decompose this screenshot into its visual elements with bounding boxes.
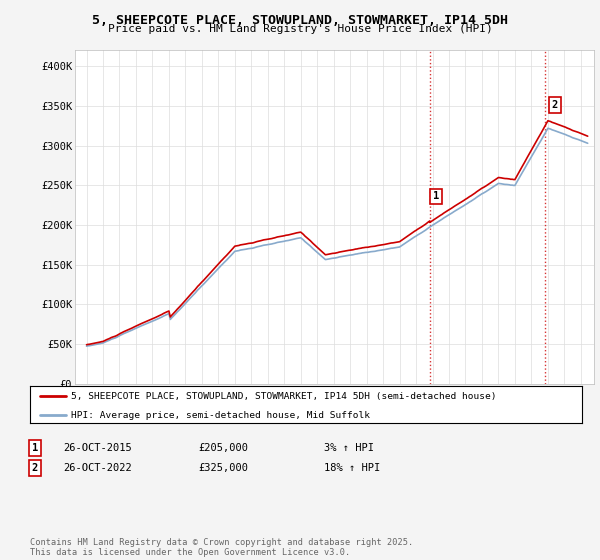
Text: 18% ↑ HPI: 18% ↑ HPI bbox=[324, 463, 380, 473]
Text: 1: 1 bbox=[433, 191, 439, 201]
Text: 26-OCT-2022: 26-OCT-2022 bbox=[63, 463, 132, 473]
Text: 5, SHEEPCOTE PLACE, STOWUPLAND, STOWMARKET, IP14 5DH (semi-detached house): 5, SHEEPCOTE PLACE, STOWUPLAND, STOWMARK… bbox=[71, 392, 497, 401]
Text: 2: 2 bbox=[32, 463, 38, 473]
Text: Contains HM Land Registry data © Crown copyright and database right 2025.
This d: Contains HM Land Registry data © Crown c… bbox=[30, 538, 413, 557]
Text: £325,000: £325,000 bbox=[198, 463, 248, 473]
Text: 26-OCT-2015: 26-OCT-2015 bbox=[63, 443, 132, 453]
Text: 2: 2 bbox=[551, 100, 558, 110]
Text: Price paid vs. HM Land Registry's House Price Index (HPI): Price paid vs. HM Land Registry's House … bbox=[107, 24, 493, 34]
Text: 3% ↑ HPI: 3% ↑ HPI bbox=[324, 443, 374, 453]
Text: 1: 1 bbox=[32, 443, 38, 453]
Text: 5, SHEEPCOTE PLACE, STOWUPLAND, STOWMARKET, IP14 5DH: 5, SHEEPCOTE PLACE, STOWUPLAND, STOWMARK… bbox=[92, 14, 508, 27]
Text: HPI: Average price, semi-detached house, Mid Suffolk: HPI: Average price, semi-detached house,… bbox=[71, 411, 370, 420]
Text: £205,000: £205,000 bbox=[198, 443, 248, 453]
